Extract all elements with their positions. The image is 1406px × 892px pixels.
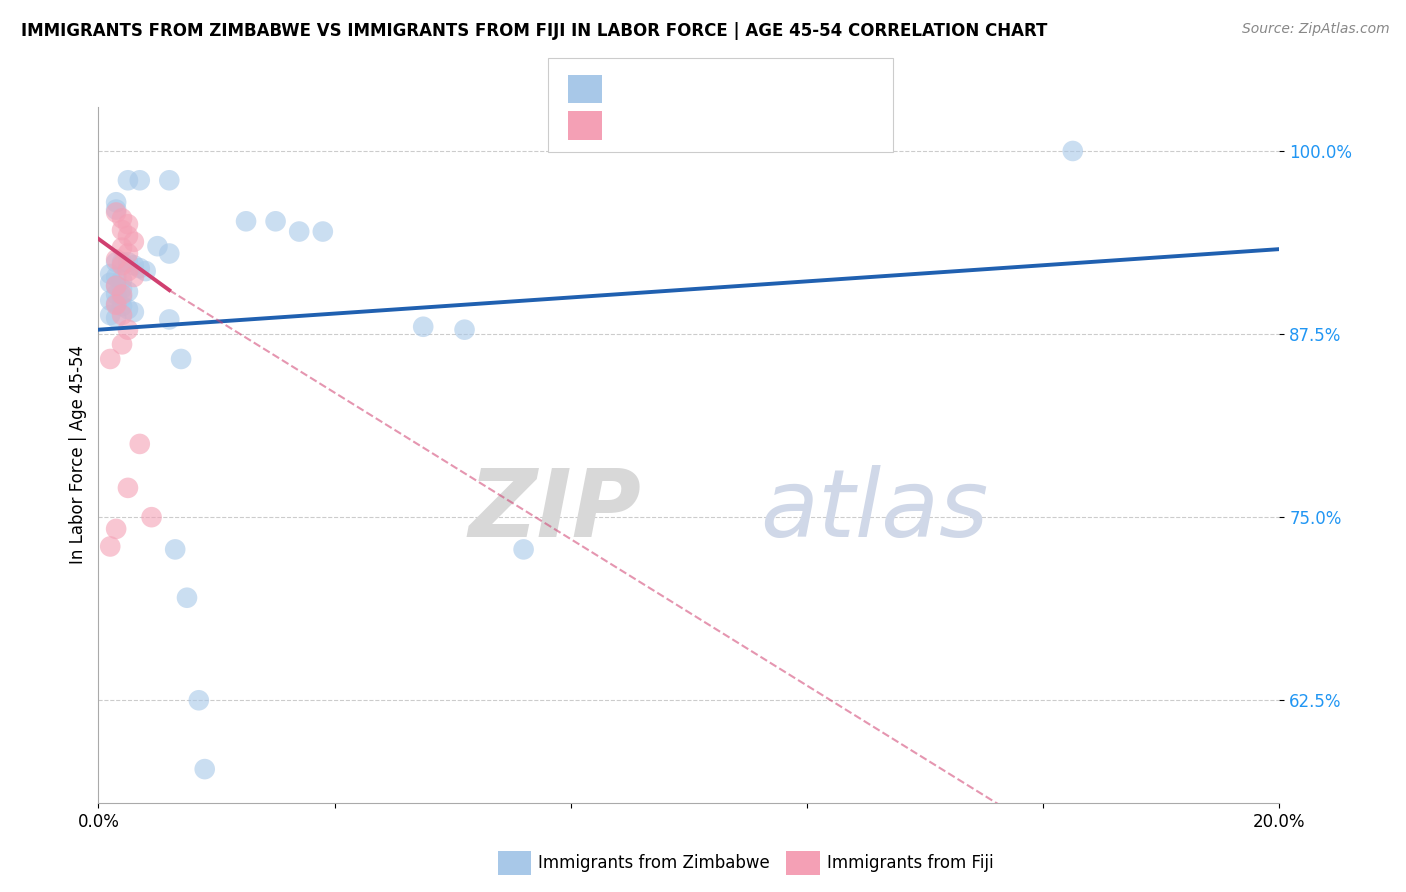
Point bbox=[194, 762, 217, 776]
Text: 43: 43 bbox=[789, 80, 810, 98]
Text: Immigrants from Zimbabwe: Immigrants from Zimbabwe bbox=[538, 855, 770, 872]
Point bbox=[187, 693, 209, 707]
Point bbox=[105, 202, 128, 217]
Point bbox=[98, 351, 121, 366]
Text: 24: 24 bbox=[789, 117, 810, 135]
Point bbox=[128, 437, 150, 451]
Text: atlas: atlas bbox=[759, 465, 988, 556]
Point bbox=[105, 298, 128, 312]
Y-axis label: In Labor Force | Age 45-54: In Labor Force | Age 45-54 bbox=[69, 345, 87, 565]
Text: R =: R = bbox=[612, 80, 648, 98]
Point bbox=[105, 255, 128, 269]
Point bbox=[117, 285, 139, 299]
Point bbox=[117, 217, 139, 231]
Point bbox=[157, 246, 180, 260]
Text: N =: N = bbox=[727, 117, 775, 135]
Point bbox=[111, 299, 134, 313]
Point bbox=[157, 173, 180, 187]
Point bbox=[165, 542, 187, 557]
Point bbox=[111, 287, 134, 301]
Text: R =: R = bbox=[612, 117, 648, 135]
Point bbox=[111, 255, 134, 269]
Point bbox=[111, 241, 134, 255]
Point bbox=[98, 293, 121, 308]
Point bbox=[111, 223, 134, 237]
Point bbox=[141, 510, 163, 524]
Point bbox=[105, 278, 128, 293]
Point bbox=[117, 173, 139, 187]
Point bbox=[1062, 144, 1084, 158]
Point bbox=[117, 302, 139, 317]
Text: -0.372: -0.372 bbox=[651, 117, 704, 135]
Point bbox=[105, 522, 128, 536]
Point bbox=[312, 225, 335, 239]
Text: N =: N = bbox=[727, 80, 775, 98]
Point bbox=[512, 542, 534, 557]
Point bbox=[453, 323, 475, 337]
Point bbox=[122, 269, 145, 284]
Point bbox=[105, 252, 128, 267]
Point bbox=[135, 264, 157, 278]
Point bbox=[105, 195, 128, 210]
Point bbox=[111, 211, 134, 226]
Point bbox=[98, 276, 121, 290]
Point bbox=[288, 225, 311, 239]
Point bbox=[111, 308, 134, 322]
Point bbox=[122, 235, 145, 249]
Point bbox=[117, 246, 139, 260]
Point bbox=[111, 273, 134, 287]
Point bbox=[98, 308, 121, 322]
Point bbox=[105, 278, 128, 293]
Point bbox=[111, 258, 134, 272]
Point bbox=[105, 287, 128, 301]
Text: 0.105: 0.105 bbox=[651, 80, 703, 98]
Point bbox=[117, 229, 139, 244]
Point bbox=[264, 214, 287, 228]
Point bbox=[170, 351, 193, 366]
Point bbox=[128, 261, 150, 276]
Point bbox=[111, 282, 134, 296]
Point bbox=[235, 214, 257, 228]
Point bbox=[157, 312, 180, 326]
Point bbox=[117, 255, 139, 269]
Point bbox=[117, 481, 139, 495]
Point bbox=[122, 258, 145, 272]
Point bbox=[111, 290, 134, 304]
Point bbox=[412, 319, 434, 334]
Point bbox=[105, 296, 128, 310]
Point bbox=[98, 267, 121, 281]
Text: Immigrants from Fiji: Immigrants from Fiji bbox=[827, 855, 994, 872]
Point bbox=[117, 264, 139, 278]
Point bbox=[105, 310, 128, 325]
Text: Source: ZipAtlas.com: Source: ZipAtlas.com bbox=[1241, 22, 1389, 37]
Point bbox=[128, 173, 150, 187]
Point bbox=[98, 540, 121, 554]
Point bbox=[105, 269, 128, 284]
Point bbox=[176, 591, 198, 605]
Point bbox=[146, 239, 169, 253]
Point bbox=[117, 323, 139, 337]
Point bbox=[122, 305, 145, 319]
Point bbox=[105, 205, 128, 219]
Text: IMMIGRANTS FROM ZIMBABWE VS IMMIGRANTS FROM FIJI IN LABOR FORCE | AGE 45-54 CORR: IMMIGRANTS FROM ZIMBABWE VS IMMIGRANTS F… bbox=[21, 22, 1047, 40]
Point bbox=[111, 337, 134, 351]
Text: ZIP: ZIP bbox=[468, 465, 641, 557]
